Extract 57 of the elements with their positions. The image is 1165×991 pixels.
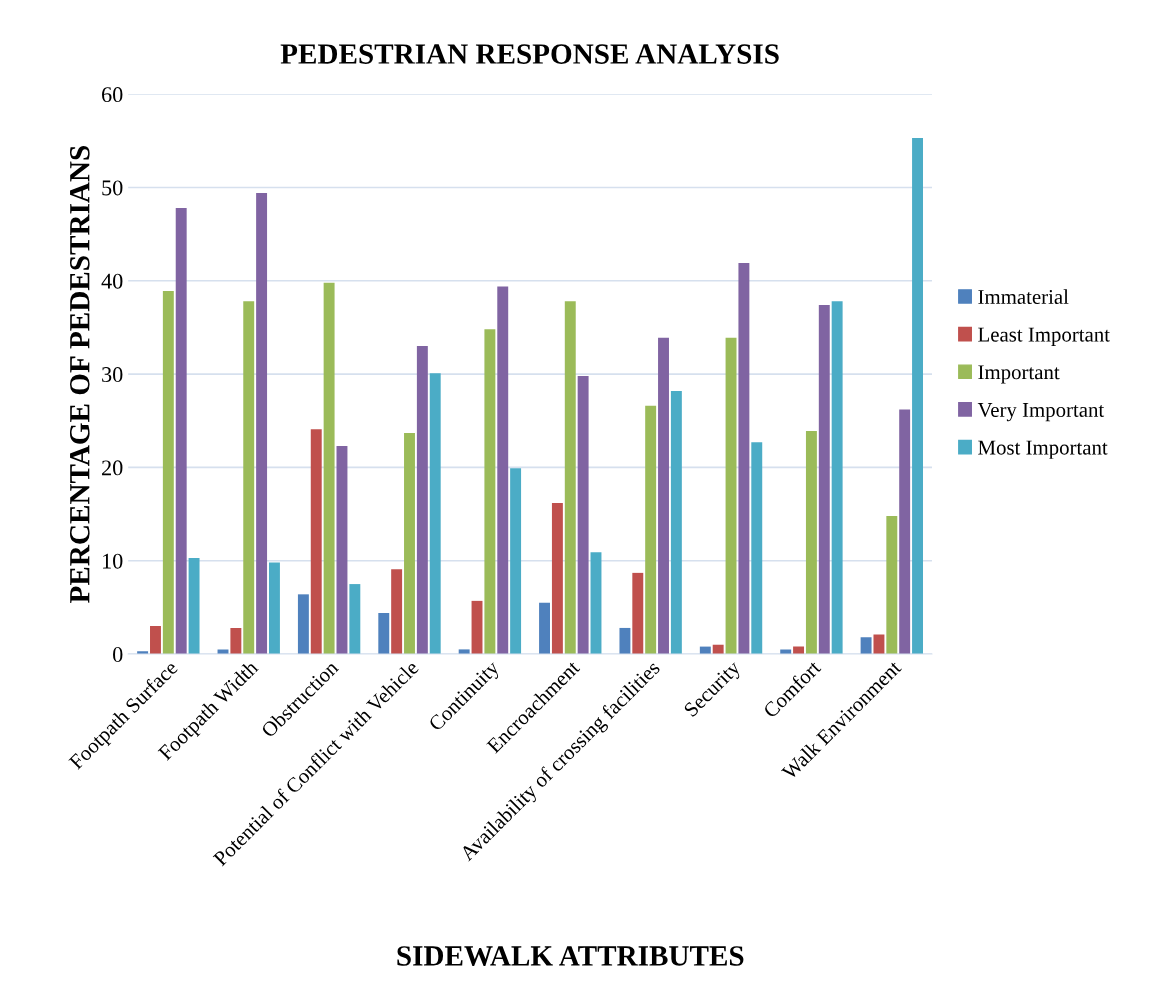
bar xyxy=(310,429,322,655)
bar xyxy=(336,445,348,655)
bar xyxy=(323,282,335,655)
legend-label: Immaterial xyxy=(978,289,1069,304)
bar xyxy=(188,557,200,655)
y-tick-label: 60 xyxy=(102,87,123,103)
bar xyxy=(497,286,509,655)
bar xyxy=(619,627,631,655)
y-tick-label: 30 xyxy=(102,367,123,383)
y-axis-title: PERCENTAGE OF PEDESTRIANS xyxy=(69,146,90,603)
bar xyxy=(590,552,602,655)
legend-label: Very Important xyxy=(977,403,1105,422)
bar xyxy=(551,502,563,655)
y-tick-label: 40 xyxy=(101,273,123,289)
bar xyxy=(416,346,428,655)
bar xyxy=(873,634,885,655)
bar xyxy=(725,337,737,655)
y-tick-label: 0 xyxy=(113,646,123,662)
x-axis-title: SIDEWALK ATTRIBUTES xyxy=(397,946,744,966)
bar xyxy=(886,515,898,655)
bar xyxy=(150,626,161,655)
bar xyxy=(912,138,923,655)
bar xyxy=(805,431,817,655)
legend-label: Most Important xyxy=(978,440,1108,459)
bar xyxy=(378,613,390,655)
bar xyxy=(349,584,361,655)
bar xyxy=(162,291,174,655)
legend-label: Least Important xyxy=(978,327,1110,346)
bar xyxy=(230,627,242,655)
y-tick-label: 20 xyxy=(102,460,123,476)
bar xyxy=(297,594,309,655)
bar xyxy=(577,375,589,655)
legend-label: Important xyxy=(978,365,1060,384)
bar xyxy=(658,337,669,655)
bar xyxy=(484,329,496,655)
bar xyxy=(860,637,872,655)
bar xyxy=(268,562,280,655)
bar xyxy=(831,301,843,655)
bar xyxy=(256,193,268,655)
bar xyxy=(738,263,750,655)
bar xyxy=(391,569,403,655)
bar xyxy=(645,405,657,655)
chart-title: PEDESTRIAN RESPONSE ANALYSIS xyxy=(280,44,779,64)
bar xyxy=(670,390,682,655)
bar xyxy=(429,373,441,655)
bar xyxy=(632,572,644,655)
bar xyxy=(510,468,522,655)
bar xyxy=(243,301,255,655)
y-tick-label: 10 xyxy=(103,553,123,569)
bar xyxy=(539,602,551,655)
bar xyxy=(818,305,830,655)
bar xyxy=(899,409,911,655)
bar xyxy=(404,432,415,655)
bar xyxy=(564,301,576,655)
bar xyxy=(751,442,763,655)
y-tick-label: 50 xyxy=(102,180,123,196)
bar xyxy=(175,207,187,655)
